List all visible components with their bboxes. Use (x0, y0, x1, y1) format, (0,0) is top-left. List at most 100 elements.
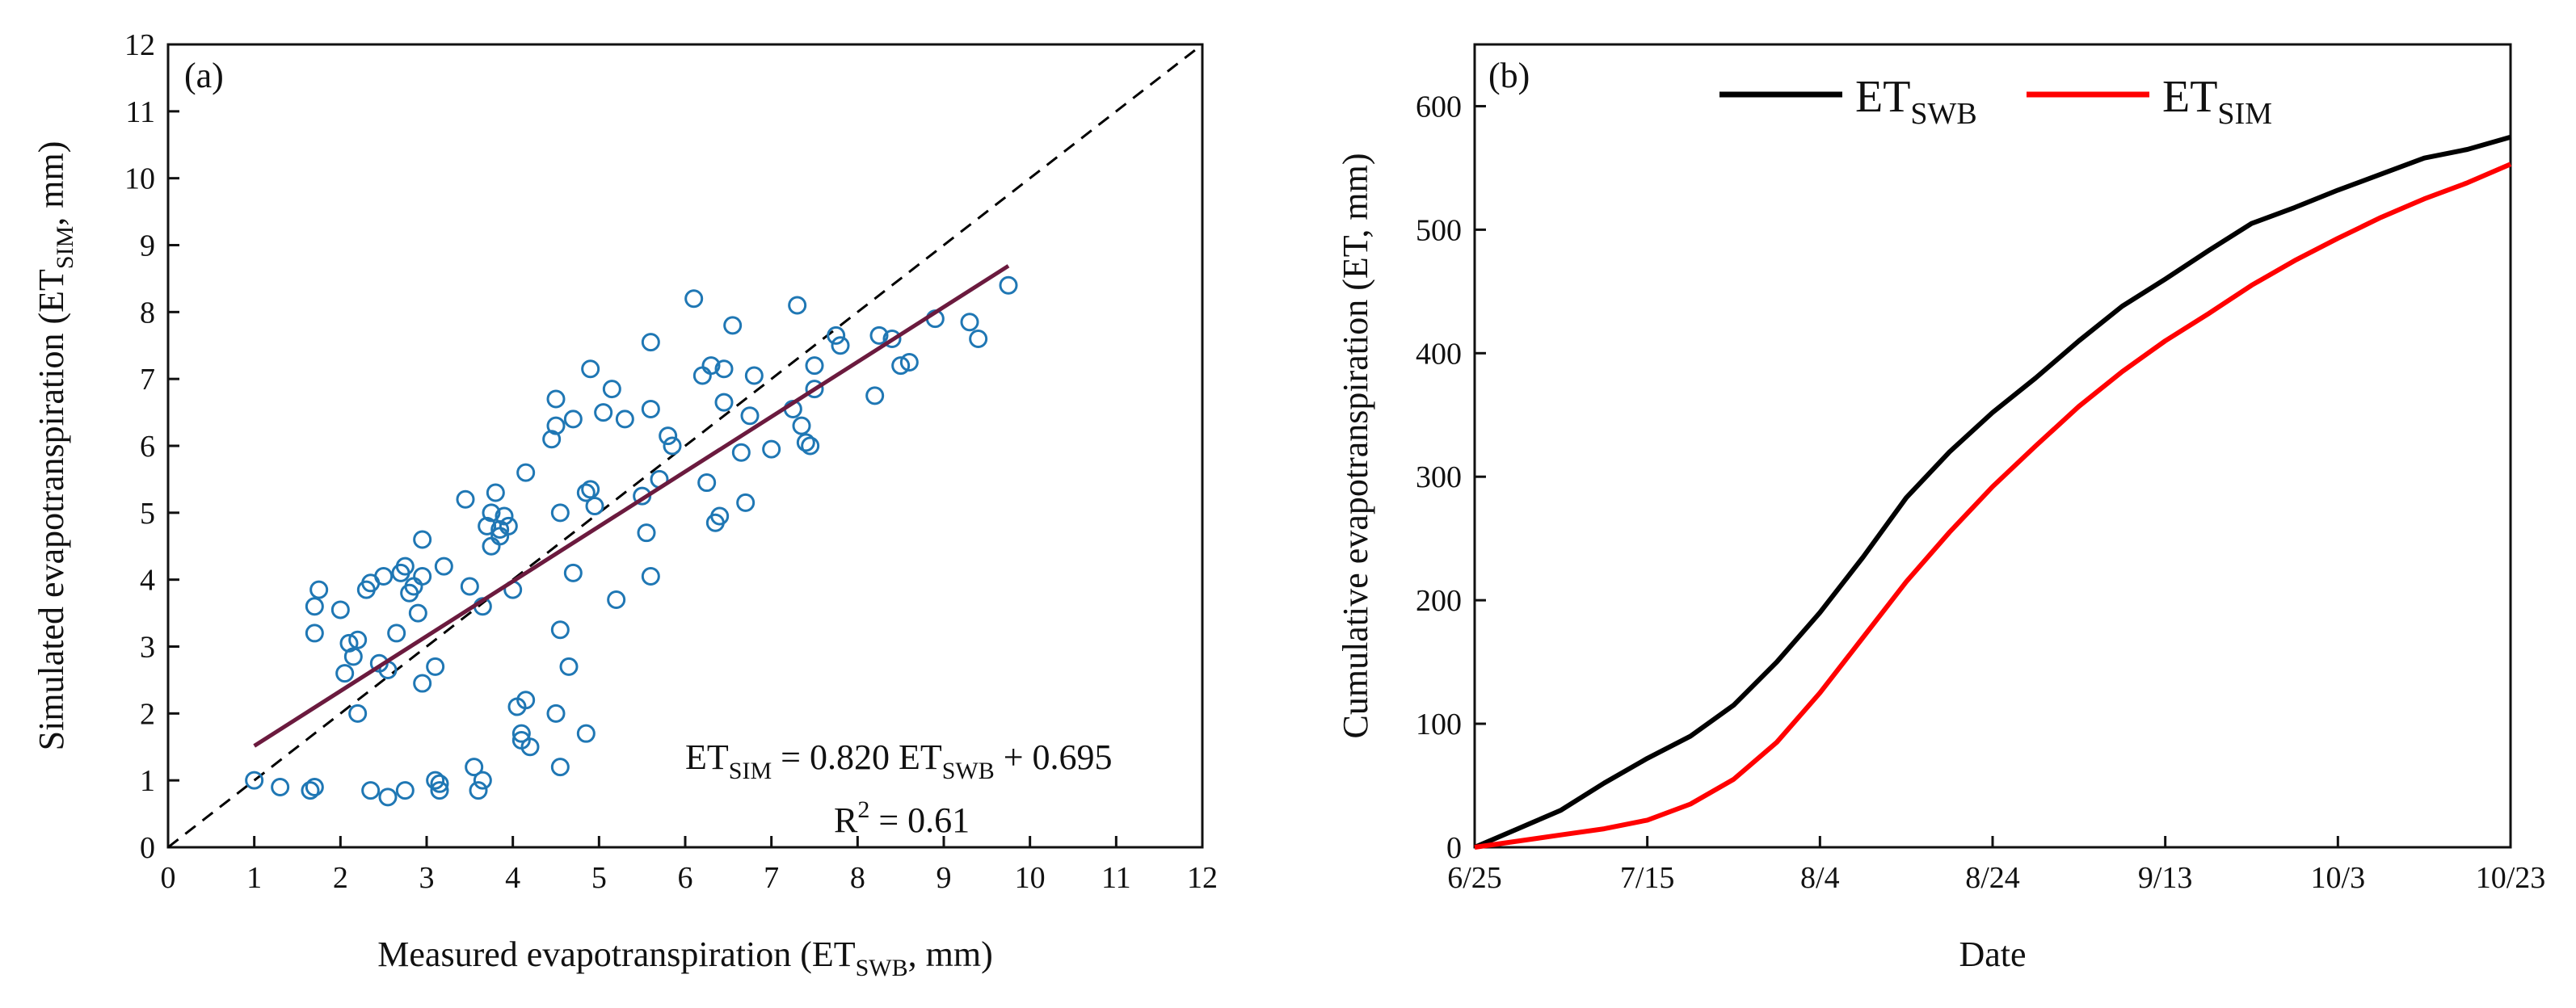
scatter-point (516, 691, 536, 710)
scatter-point (430, 774, 449, 793)
scatter-point (697, 473, 717, 493)
legend-label-swb: ETSWB (1855, 72, 1977, 131)
x-tick-label: 3 (419, 861, 435, 895)
x-axis-title-a: Measured evapotranspiration (ETSWB, mm) (377, 934, 992, 981)
scatter-point (413, 567, 432, 586)
legend-label-sim: ETSIM (2162, 72, 2272, 131)
y-axis-title-b: Cumulative evapotranspiration (ET, mm) (1336, 153, 1375, 739)
r-squared: R2 = 0.61 (834, 796, 970, 840)
scatter-point (348, 704, 368, 723)
scatter-point (245, 771, 264, 790)
scatter-point (744, 366, 764, 385)
scatter-point (550, 503, 570, 523)
scatter-point (413, 674, 432, 693)
scatter-point (576, 483, 596, 502)
x-tick-label: 7 (764, 861, 779, 895)
scatter-point (607, 590, 626, 610)
scatter-point (563, 410, 583, 429)
scatter-point (714, 393, 734, 412)
scatter-point (559, 657, 579, 676)
scatter-point (305, 624, 324, 643)
scatter-point (581, 480, 600, 499)
scatter-point (516, 463, 536, 482)
scatter-point (426, 657, 445, 676)
y-tick-label: 11 (125, 95, 155, 129)
cumulative-panel: 6/25 7/15 8/4 8/24 9/13 10/3 10/23 0 100 200 300 40… (1336, 43, 2545, 974)
scatter-point (486, 483, 505, 502)
x-tick-label: 8/4 (1800, 861, 1840, 895)
scatter-point (309, 580, 329, 599)
scatter-point (271, 777, 290, 796)
scatter-point (723, 316, 743, 335)
scatter-point (456, 489, 475, 509)
scatter-point (335, 664, 355, 683)
x-tick-label: 9 (937, 861, 952, 895)
reference-line (167, 43, 1203, 849)
scatter-point (701, 356, 721, 376)
scatter-point (801, 436, 820, 456)
y-tick-label: 7 (140, 363, 155, 397)
scatter-point (482, 503, 501, 523)
scatter-point (831, 336, 850, 355)
scatter-point (378, 788, 398, 807)
scatter-point (891, 356, 911, 376)
scatter-points (245, 275, 1018, 807)
scatter-point (969, 329, 988, 348)
scatter-point (339, 633, 359, 653)
y-tick-label: 200 (1416, 584, 1462, 618)
y-tick-label: 600 (1416, 90, 1462, 124)
scatter-point (478, 516, 497, 536)
scatter-point (641, 399, 660, 418)
scatter-point (430, 781, 449, 800)
scatter-point (615, 410, 634, 429)
scatter-point (659, 426, 678, 446)
regression-fit-line (253, 264, 1010, 748)
scatter-point (899, 352, 919, 372)
x-tick-label: 2 (333, 861, 348, 895)
y-tick-label: 4 (140, 564, 155, 598)
x-tick-label: 11 (1101, 861, 1131, 895)
scatter-point (426, 771, 445, 790)
scatter-point (663, 436, 682, 456)
scatter-point (301, 781, 320, 800)
y-tick-label: 6 (140, 430, 155, 464)
y-tick-label: 500 (1416, 213, 1462, 247)
scatter-point (413, 530, 432, 549)
scatter-point (710, 506, 730, 526)
scatter-point (792, 416, 811, 435)
scatter-point (585, 497, 604, 516)
scatter-point (865, 386, 885, 405)
scatter-point (550, 620, 570, 640)
scatter-point (581, 359, 600, 379)
scatter-point (714, 359, 734, 379)
scatter-point (736, 493, 756, 512)
x-tick-label: 0 (161, 861, 176, 895)
scatter-point (408, 603, 427, 623)
scatter-point (490, 520, 510, 540)
scatter-point (387, 624, 406, 643)
x-tick-label: 12 (1187, 861, 1218, 895)
scatter-point (361, 781, 381, 800)
scatter-point (465, 758, 484, 777)
scatter-point (473, 771, 492, 790)
scatter-point (546, 416, 566, 435)
scatter-point (330, 600, 350, 620)
y-tick-label: 9 (140, 229, 155, 263)
panel-label-b: (b) (1488, 56, 1530, 95)
x-tick-label: 6 (678, 861, 693, 895)
panel-label-a: (a) (184, 56, 224, 95)
x-tick-label: 5 (591, 861, 607, 895)
scatter-point (343, 647, 363, 666)
series-lines (1473, 134, 2512, 850)
scatter-point (469, 781, 488, 800)
scatter-point (460, 577, 479, 596)
x-tick-label: 1 (246, 861, 262, 895)
scatter-point (641, 333, 660, 352)
y-tick-label: 0 (140, 831, 155, 865)
y-tick-label: 2 (140, 697, 155, 731)
scatter-point (511, 724, 531, 743)
x-axis-title-b: Date (1959, 934, 2026, 974)
scatter-point (495, 506, 514, 526)
